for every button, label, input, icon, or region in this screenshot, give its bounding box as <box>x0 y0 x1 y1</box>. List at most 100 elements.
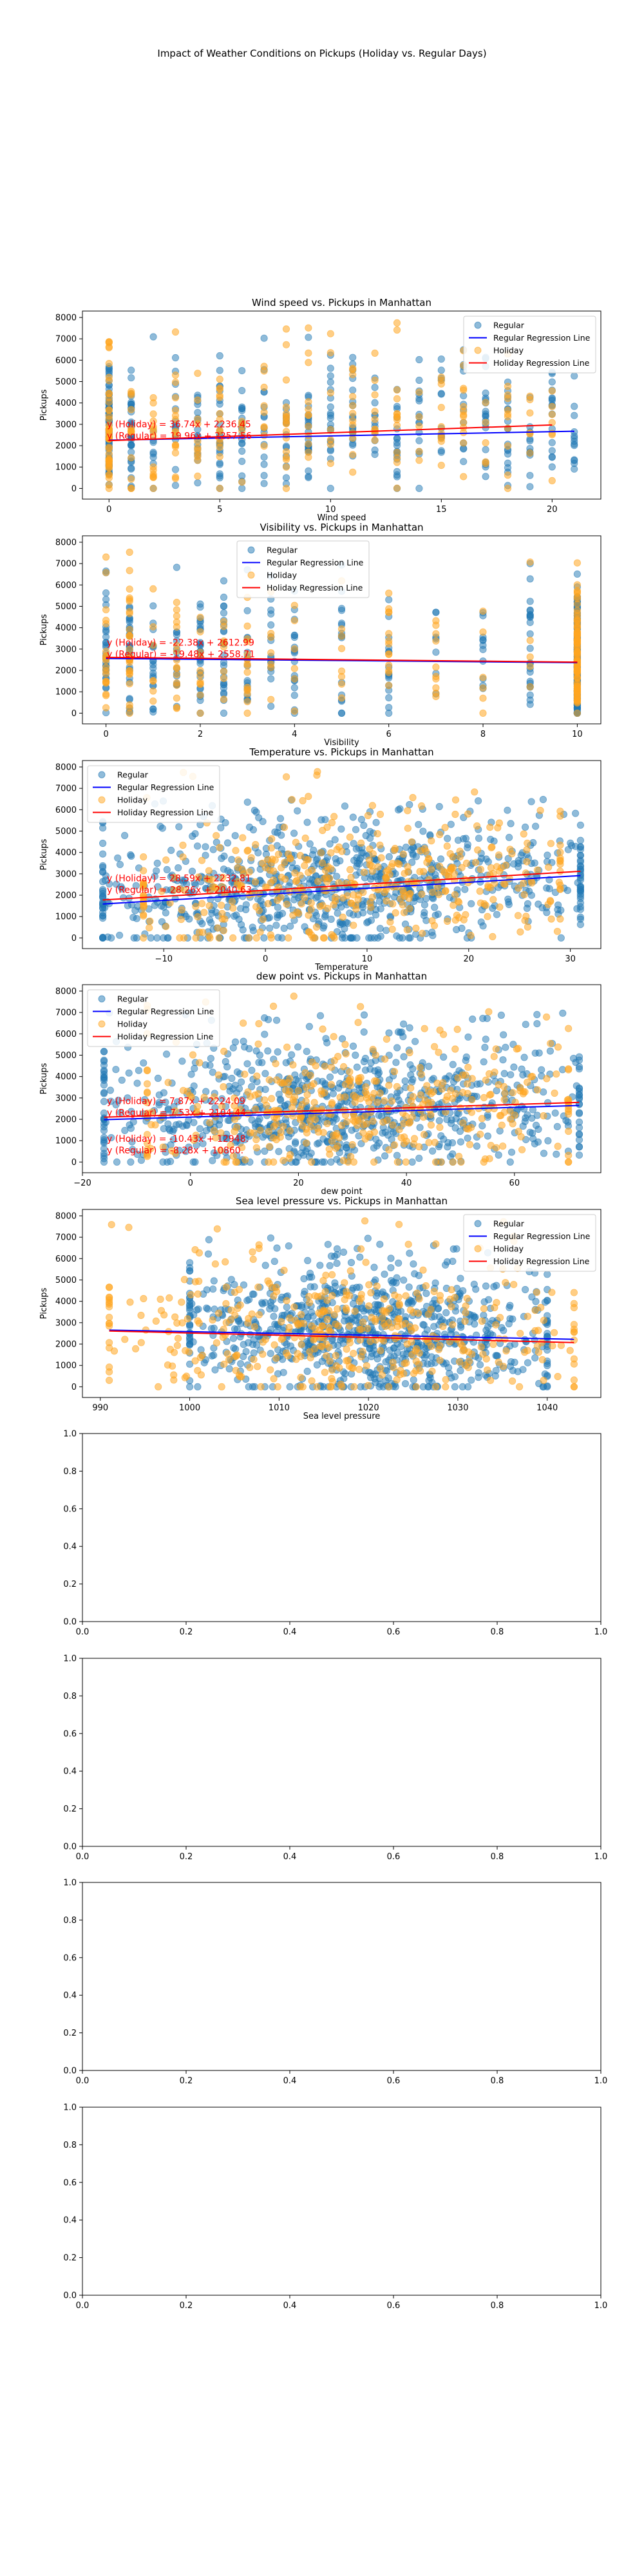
holiday-point <box>403 926 411 934</box>
holiday-point <box>556 885 564 893</box>
holiday-point <box>504 442 512 450</box>
holiday-regression-line <box>109 424 553 442</box>
regular-point <box>318 1158 326 1166</box>
regular-point <box>307 1309 316 1316</box>
regular-point <box>104 933 111 941</box>
regular-point <box>303 819 311 826</box>
holiday-point <box>355 891 363 899</box>
legend-holiday-line-label: Holiday Regression Line <box>117 808 214 817</box>
holiday-point <box>282 453 290 462</box>
holiday-point <box>460 473 468 480</box>
holiday-point <box>355 1074 363 1082</box>
holiday-point <box>171 428 180 436</box>
regular-point <box>294 1153 302 1161</box>
holiday-point <box>402 1158 410 1166</box>
regular-point <box>260 460 268 468</box>
regular-point <box>575 1118 583 1126</box>
regular-point <box>181 876 189 884</box>
holiday-point <box>282 325 290 333</box>
regular-point <box>128 374 135 382</box>
holiday-point <box>393 395 401 402</box>
regular-point <box>349 354 357 361</box>
holiday-point <box>432 637 440 645</box>
holiday-point <box>504 471 512 479</box>
holiday-point <box>231 1128 238 1135</box>
holiday-point <box>410 1135 419 1142</box>
holiday-point <box>565 1066 573 1074</box>
holiday-point <box>261 883 269 891</box>
holiday-point <box>301 862 308 869</box>
y-tick-label: 5000 <box>55 827 77 837</box>
holiday-point <box>327 1081 336 1088</box>
holiday-point <box>526 558 534 566</box>
holiday-point <box>252 903 260 911</box>
holiday-point <box>267 660 275 668</box>
holiday-point <box>314 878 322 886</box>
holiday-point <box>149 677 157 685</box>
holiday-point <box>144 1089 151 1097</box>
regular-point <box>256 1051 263 1059</box>
holiday-point <box>251 1091 259 1099</box>
regular-point <box>112 1066 120 1074</box>
regular-point <box>154 883 162 891</box>
holiday-point <box>385 667 393 674</box>
holiday-point <box>349 1110 357 1117</box>
regular-point <box>252 1341 261 1349</box>
regular-point <box>327 1158 335 1166</box>
holiday-point <box>467 931 475 940</box>
regular-point <box>267 675 275 683</box>
regular-point <box>321 911 329 919</box>
holiday-point <box>506 846 514 853</box>
regular-point <box>526 645 534 652</box>
subplot-title: Wind speed vs. Pickups in Manhattan <box>252 297 431 308</box>
holiday-point <box>290 645 298 653</box>
regular-point <box>171 354 180 362</box>
regular-point <box>387 1255 395 1262</box>
holiday-point <box>311 1115 319 1124</box>
holiday-point <box>205 887 213 895</box>
legend-holiday-label: Holiday <box>267 571 298 580</box>
holiday-point <box>243 709 251 717</box>
regular-point <box>442 1309 450 1317</box>
holiday-point <box>400 909 408 916</box>
holiday-point <box>367 1289 375 1297</box>
regular-point <box>531 1354 539 1362</box>
holiday-point <box>327 426 334 433</box>
holiday-point <box>260 402 268 410</box>
regular-point <box>149 602 157 610</box>
holiday-point <box>548 431 556 439</box>
regular-point <box>575 1065 583 1073</box>
regular-point <box>504 806 511 814</box>
holiday-point <box>196 628 204 636</box>
regular-point <box>276 911 283 919</box>
holiday-point <box>321 1089 328 1097</box>
regular-point <box>245 823 254 831</box>
holiday-point <box>415 457 423 464</box>
holiday-point <box>128 454 135 462</box>
regular-point <box>210 1324 218 1332</box>
holiday-regression-line <box>102 870 581 901</box>
y-axis-label: Pickups <box>39 389 49 421</box>
holiday-point <box>102 663 110 671</box>
regular-point <box>437 366 445 374</box>
regular-point <box>228 856 236 864</box>
regular-point <box>126 1121 133 1129</box>
holiday-point <box>416 1064 424 1072</box>
holiday-point <box>194 444 202 451</box>
holiday-point <box>252 840 260 849</box>
holiday-point <box>149 473 157 481</box>
regular-point <box>434 1305 442 1312</box>
x-tick-label: 0 <box>103 730 108 739</box>
regular-point <box>353 1063 361 1071</box>
regular-point <box>459 1287 467 1294</box>
holiday-point <box>346 1153 355 1160</box>
holiday-point <box>443 917 451 925</box>
holiday-point <box>339 1063 348 1071</box>
holiday-point <box>430 1088 437 1096</box>
regular-point <box>172 1121 180 1129</box>
holiday-point <box>216 443 223 451</box>
holiday-point <box>269 876 277 884</box>
holiday-point <box>327 389 334 397</box>
holiday-point <box>401 1133 408 1141</box>
regular-point <box>415 355 423 364</box>
